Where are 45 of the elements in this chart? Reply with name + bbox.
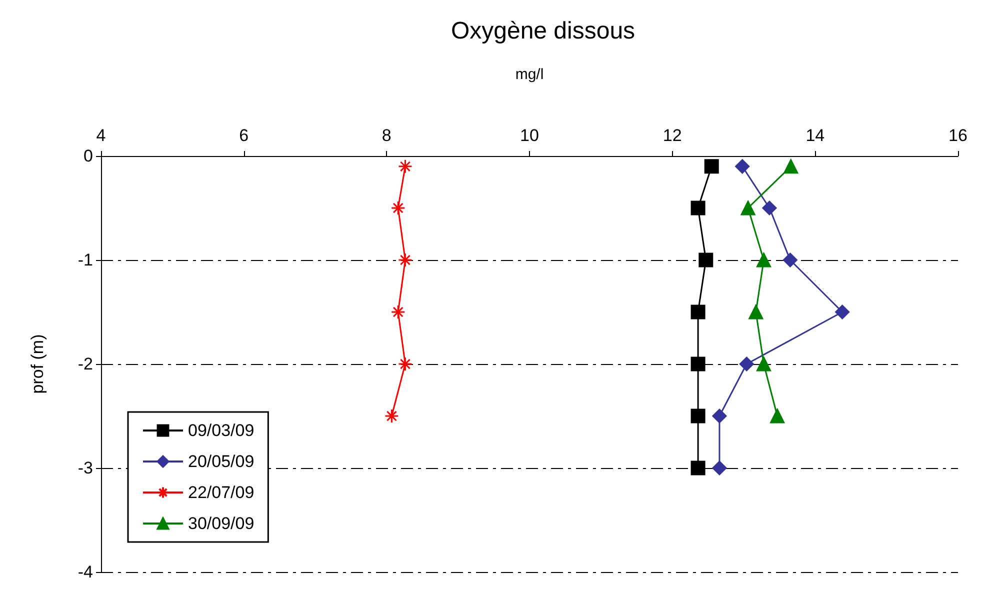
point [748, 304, 764, 320]
point [690, 408, 706, 424]
x-tick-label: 10 [520, 126, 539, 145]
point [762, 200, 777, 216]
x-tick-label: 16 [948, 126, 968, 145]
point [712, 460, 727, 476]
y-tick-label: -1 [78, 250, 93, 270]
point [782, 252, 798, 268]
y-axis-title: prof (m) [28, 334, 47, 394]
point [756, 356, 771, 372]
point [390, 200, 406, 216]
y-tick-label: -3 [78, 458, 93, 478]
point [770, 408, 785, 424]
point [756, 252, 771, 268]
point [390, 304, 406, 320]
point [735, 159, 750, 174]
legend-label: 22/07/09 [188, 483, 254, 502]
x-tick-label: 4 [96, 126, 106, 145]
x-tick-label: 14 [806, 126, 825, 145]
x-tick-label: 6 [239, 126, 249, 145]
x-tick-label: 8 [382, 126, 392, 145]
point [384, 408, 399, 424]
x-tick-label: 12 [662, 126, 682, 145]
point [398, 252, 412, 268]
point [690, 460, 706, 476]
y-tick-label: -4 [78, 562, 93, 582]
legend-label: 09/03/09 [188, 421, 254, 440]
point [398, 356, 412, 372]
point [739, 356, 754, 372]
point [690, 304, 706, 320]
chart-title: Oxygène dissous [450, 18, 636, 44]
y-tick-label: 0 [84, 146, 93, 166]
point [398, 159, 412, 174]
point [740, 200, 756, 216]
point [690, 200, 706, 216]
point [704, 159, 719, 174]
point [698, 252, 714, 268]
point [712, 408, 727, 424]
legend-label: 20/05/09 [188, 452, 254, 471]
point [784, 159, 798, 174]
point [690, 356, 706, 372]
legend-label: 30/09/09 [188, 514, 254, 533]
y-tick-label: -2 [78, 354, 93, 374]
point [835, 304, 850, 320]
x-axis-title: mg/l [515, 66, 544, 83]
